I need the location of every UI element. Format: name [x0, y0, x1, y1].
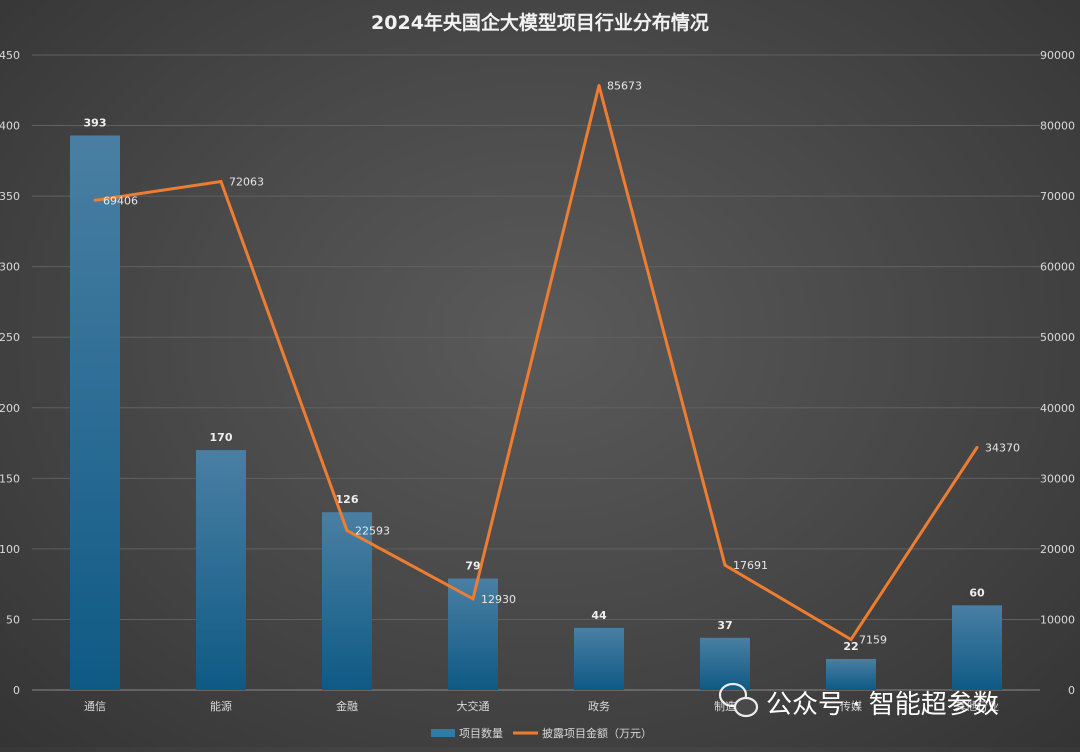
y-left-tick-label: 150: [0, 472, 20, 485]
legend-label-line: 披露项目金额（万元）: [542, 726, 652, 740]
chart-title: 2024年央国企大模型项目行业分布情况: [371, 11, 709, 34]
x-category-label: 其他行业: [955, 700, 999, 713]
y-right-tick-label: 20000: [1040, 543, 1075, 556]
y-left-tick-label: 350: [0, 190, 20, 203]
bar-data-label: 393: [84, 116, 107, 129]
line-data-label: 69406: [103, 194, 138, 207]
x-category-label: 制造: [714, 699, 736, 713]
bar: [700, 637, 750, 690]
y-left-tick-label: 250: [0, 331, 20, 344]
y-left-tick-label: 450: [0, 49, 20, 62]
bar-data-label: 22: [843, 640, 858, 653]
y-left-tick-label: 200: [0, 402, 20, 415]
x-category-label: 大交通: [457, 699, 490, 713]
y-right-tick-label: 90000: [1040, 49, 1075, 62]
y-right-tick-label: 10000: [1040, 613, 1075, 626]
line-path: [94, 85, 979, 642]
line-series: 69406 72063 22593 12930 85673 17691 7159 34370: [93, 80, 1020, 646]
line-point: [849, 637, 853, 641]
line-data-label: 72063: [229, 176, 264, 189]
watermark: 公众号 · 智能超参数: [718, 682, 999, 720]
legend: 项目数量 披露项目金额（万元）: [431, 726, 652, 740]
line-point: [723, 563, 727, 567]
line-data-label: 17691: [733, 559, 768, 572]
wechat-icon: [718, 682, 759, 718]
y-right-tick-label: 0: [1068, 684, 1075, 697]
gridlines: [32, 54, 1040, 691]
y-left-tick-label: 400: [0, 120, 20, 133]
bar-data-label: 170: [210, 431, 233, 444]
line-point: [471, 597, 475, 601]
bar-data-label: 44: [591, 609, 607, 622]
bar-data-label: 79: [465, 560, 480, 573]
legend-swatch-bar: [431, 729, 455, 737]
watermark-text: 公众号 · 智能超参数: [766, 690, 999, 720]
line-point: [219, 180, 223, 184]
x-category-label: 金融: [336, 699, 358, 713]
y-left-tick-label: 300: [0, 261, 20, 274]
bar-data-label: 60: [969, 586, 985, 599]
y-left-tick-label: 50: [6, 613, 20, 626]
bar: [574, 627, 624, 690]
bar-data-label: 126: [336, 493, 359, 506]
y-right-tick-label: 40000: [1040, 402, 1075, 415]
line-data-label: 22593: [355, 525, 390, 538]
bar: [196, 450, 246, 690]
bar: [70, 135, 120, 690]
bar-data-label: 37: [717, 619, 732, 632]
bar: [952, 605, 1002, 690]
axes: 0 50 100 150 200 250 300 350 400 450 0 10000 20000 30…: [0, 49, 1075, 713]
line-point: [597, 84, 601, 88]
line-point: [345, 529, 349, 533]
line-point: [975, 446, 979, 450]
bar-series: 393 170 126 79 44 37 22 60: [70, 116, 1002, 690]
line-point: [93, 198, 97, 202]
line-data-label: 34370: [985, 442, 1020, 455]
bar: [826, 658, 876, 690]
x-category-label: 政务: [588, 699, 610, 713]
y-right-tick-label: 30000: [1040, 472, 1075, 485]
line-data-label: 12930: [481, 593, 516, 606]
bar: [322, 512, 372, 690]
line-data-label: 85673: [607, 80, 642, 93]
y-right-tick-label: 60000: [1040, 261, 1075, 274]
x-category-label: 传媒: [840, 700, 862, 713]
line-data-label: 7159: [859, 633, 887, 646]
legend-label-bar: 项目数量: [459, 727, 503, 740]
y-left-tick-label: 100: [0, 543, 20, 556]
y-right-tick-label: 70000: [1040, 190, 1075, 203]
y-right-tick-label: 80000: [1040, 120, 1075, 133]
y-right-tick-label: 50000: [1040, 331, 1075, 344]
x-category-label: 通信: [84, 700, 106, 713]
x-category-label: 能源: [210, 699, 232, 713]
y-left-tick-label: 0: [13, 684, 20, 697]
